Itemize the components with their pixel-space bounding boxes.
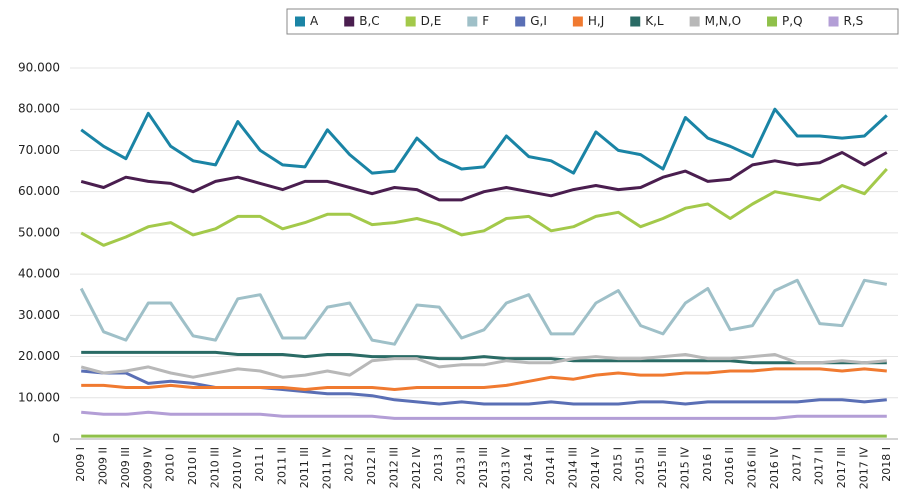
x-tick-label: 2009 I	[74, 447, 87, 482]
x-tick-label: 2014 IV	[589, 447, 602, 490]
series-line	[80, 353, 887, 379]
series-line	[80, 107, 888, 175]
x-tick-label: 2011 II	[276, 447, 289, 485]
x-tick-label: 2012 I	[343, 447, 356, 482]
x-tick-label: 2013 III	[477, 447, 490, 488]
x-tick-label: 2016 I	[701, 447, 714, 482]
legend-label: B,C	[359, 14, 379, 28]
y-tick-label: 30.000	[18, 308, 60, 322]
series-line	[80, 167, 888, 247]
x-tick-label: 2015 IV	[678, 447, 691, 490]
y-tick-label: 80.000	[18, 102, 60, 116]
x-tick-label: 2017 II	[813, 447, 826, 485]
y-tick-label: 60.000	[18, 184, 60, 198]
y-tick-label: 70.000	[18, 143, 60, 157]
legend-label: M,N,O	[705, 14, 741, 28]
legend-label: H,J	[588, 14, 604, 28]
x-tick-label: 2009 II	[97, 447, 110, 485]
x-tick-label: 2015 II	[634, 447, 647, 485]
legend-marker	[828, 16, 839, 27]
x-tick-label: 2017 I	[790, 447, 803, 482]
series-line	[79, 278, 888, 346]
x-tick-label: 2010 I	[164, 447, 177, 482]
y-tick-label: 0	[52, 432, 60, 446]
legend-label: R,S	[844, 14, 864, 28]
legend-label: K,L	[645, 14, 664, 28]
y-tick-label: 90.000	[18, 61, 60, 75]
x-tick-label: 2011 III	[298, 447, 311, 488]
y-tick-label: 50.000	[18, 225, 60, 239]
x-tick-label: 2009 IV	[141, 447, 154, 490]
x-tick-label: 2014 II	[544, 447, 557, 485]
legend-marker	[344, 16, 355, 27]
series-line	[81, 367, 887, 391]
x-tick-label: 2015 III	[656, 447, 669, 488]
x-tick-label: 2011 IV	[320, 447, 333, 490]
x-tick-label: 2012 III	[387, 447, 400, 488]
legend-marker	[295, 16, 305, 27]
x-tick-label: 2012 II	[365, 447, 378, 485]
x-tick-label: 2015 I	[611, 447, 624, 482]
x-tick-label: 2010 II	[186, 447, 199, 485]
legend-marker	[767, 16, 778, 27]
legend-marker	[689, 16, 700, 27]
legend-marker	[515, 16, 526, 27]
series-line	[80, 151, 888, 202]
x-tick-label: 2010 III	[208, 447, 221, 488]
series-line	[81, 350, 887, 365]
x-tick-label: 2014 III	[567, 447, 580, 488]
legend-label: F	[482, 14, 489, 28]
x-tick-label: 2018 I	[880, 447, 893, 482]
y-tick-label: 20.000	[18, 349, 60, 363]
legend-label: P,Q	[782, 14, 803, 28]
x-tick-label: 2016 IV	[768, 447, 781, 490]
legend-label: D,E	[421, 14, 442, 28]
legend-marker	[630, 16, 641, 27]
x-tick-label: 2012 IV	[410, 447, 423, 490]
x-tick-label: 2014 I	[522, 447, 535, 482]
legend-marker	[572, 16, 583, 27]
x-tick-label: 2013 I	[432, 447, 445, 482]
series-line	[81, 410, 887, 420]
x-tick-label: 2011 I	[253, 447, 266, 482]
x-tick-label: 2017 IV	[857, 447, 870, 490]
legend-label: A	[310, 14, 319, 28]
x-tick-label: 2013 IV	[499, 447, 512, 490]
x-tick-label: 2016 II	[723, 447, 736, 485]
legend-marker	[467, 16, 478, 27]
y-tick-label: 10.000	[18, 390, 60, 404]
x-tick-label: 2016 III	[746, 447, 759, 488]
x-tick-label: 2010 IV	[231, 447, 244, 490]
legend-marker	[405, 16, 416, 27]
x-tick-label: 2017 III	[835, 447, 848, 488]
y-tick-label: 40.000	[18, 267, 60, 281]
legend-label: G,I	[530, 14, 547, 28]
legend-box	[286, 8, 899, 35]
x-tick-label: 2009 III	[119, 447, 132, 488]
x-tick-label: 2013 II	[455, 447, 468, 485]
